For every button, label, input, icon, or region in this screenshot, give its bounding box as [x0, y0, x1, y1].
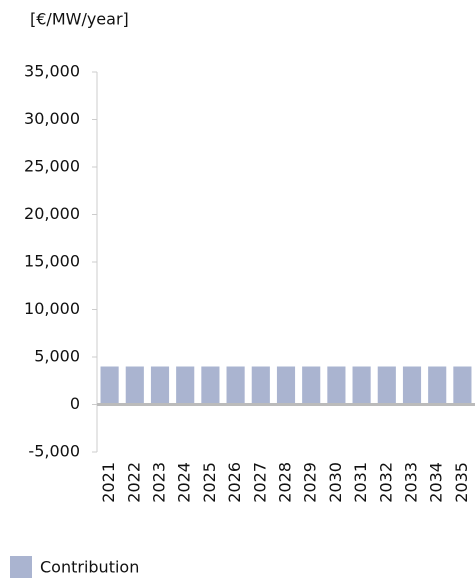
bar [176, 366, 195, 405]
x-tick-label: 2023 [150, 462, 169, 503]
y-tick-label: 20,000 [24, 204, 80, 223]
bar [453, 366, 472, 405]
y-tick-label: 35,000 [24, 62, 80, 81]
x-tick-label: 2029 [301, 462, 320, 503]
y-axis-label: [€/MW/year] [30, 10, 129, 29]
y-tick-label: -5,000 [28, 442, 80, 461]
x-tick-label: 2027 [250, 462, 269, 503]
y-tick-label: 30,000 [24, 109, 80, 128]
y-tick-label: 0 [70, 394, 80, 413]
x-tick-label: 2022 [124, 462, 143, 503]
bar [352, 366, 371, 405]
x-tick-label: 2025 [200, 462, 219, 503]
x-tick-label: 2028 [276, 462, 295, 503]
x-tick-label: 2021 [99, 462, 118, 503]
bar [402, 366, 422, 405]
x-tick-label: 2033 [402, 462, 421, 503]
x-tick-label: 2035 [452, 462, 471, 503]
x-tick-label: 2031 [351, 462, 370, 503]
x-tick-label: 2032 [376, 462, 395, 503]
bar [302, 366, 321, 405]
x-tick-label: 2034 [427, 462, 446, 503]
bar [377, 366, 396, 405]
y-tick-label: 5,000 [34, 347, 80, 366]
x-tick-label: 2030 [326, 462, 345, 503]
bar [276, 366, 296, 405]
x-tick-label: 2026 [225, 462, 244, 503]
bar [226, 366, 245, 405]
bar [428, 366, 447, 405]
bar [125, 366, 144, 405]
bar [150, 366, 170, 405]
x-tick-label: 2024 [175, 462, 194, 503]
bar [327, 366, 346, 405]
y-tick-label: 25,000 [24, 157, 80, 176]
bar [201, 366, 220, 405]
bar [251, 366, 270, 405]
y-tick-label: 15,000 [24, 252, 80, 271]
legend-label: Contribution [40, 558, 139, 577]
bar [100, 366, 119, 405]
legend-swatch [10, 556, 32, 578]
y-tick-label: 10,000 [24, 299, 80, 318]
